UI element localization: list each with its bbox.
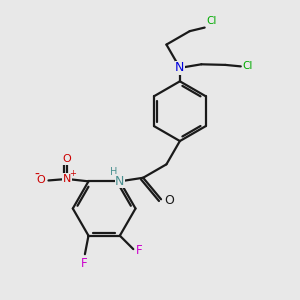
Text: N: N <box>115 175 124 188</box>
Text: F: F <box>81 257 88 270</box>
Text: N: N <box>175 61 184 74</box>
Text: O: O <box>63 154 71 164</box>
Text: O: O <box>164 194 174 207</box>
Text: F: F <box>136 244 142 257</box>
Text: N: N <box>63 174 71 184</box>
Text: Cl: Cl <box>242 61 253 71</box>
Text: H: H <box>110 167 117 177</box>
Text: -: - <box>35 168 40 182</box>
Text: Cl: Cl <box>206 16 217 26</box>
Text: O: O <box>37 176 46 185</box>
Text: +: + <box>69 169 76 178</box>
